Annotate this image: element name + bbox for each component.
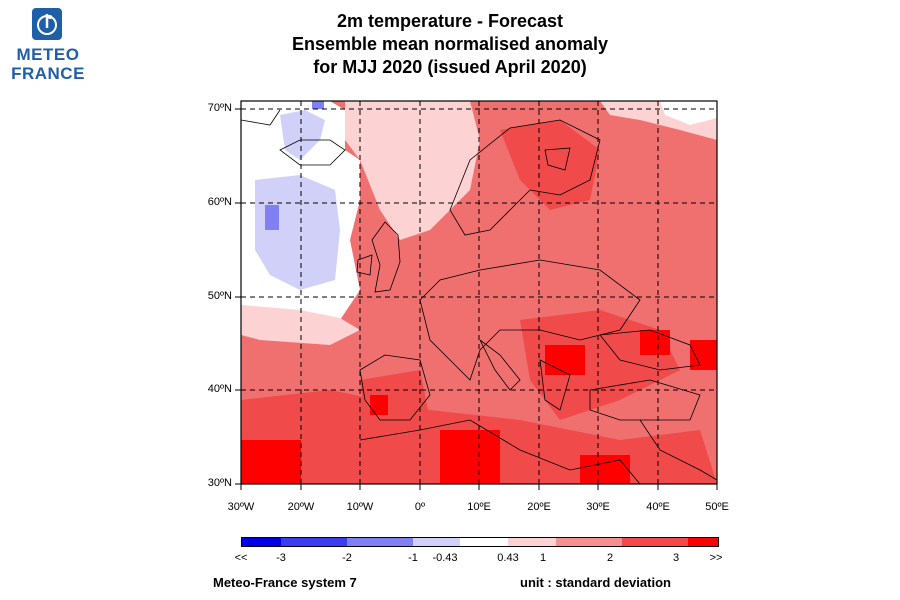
colorbar-label-2: -2 <box>342 552 352 564</box>
title-line-2: Ensemble mean normalised anomaly <box>291 34 609 54</box>
lon-label-40e: 40ºE <box>646 501 670 513</box>
logo-word-france: FRANCE <box>11 64 85 83</box>
colorbar-segment-2 <box>347 537 413 547</box>
axis-ticks <box>235 108 718 490</box>
anomaly-strong-cell-6 <box>370 395 388 415</box>
lon-label-50e: 50ºE <box>705 501 729 513</box>
lat-label-30: 30ºN <box>207 477 232 489</box>
anomaly-strong-cell-5 <box>580 455 630 484</box>
colorbar-label-7: 2 <box>606 552 614 564</box>
anomaly-map <box>235 100 718 490</box>
anomaly-strong-cell-7 <box>690 340 717 370</box>
lon-label-10e: 10ºE <box>467 501 491 513</box>
colorbar-segment-5 <box>508 537 556 547</box>
anomaly-blue-cell-2 <box>312 101 324 109</box>
title-line-3: for MJJ 2020 (issued April 2020) <box>313 57 587 77</box>
lon-label-30e: 30ºE <box>586 501 610 513</box>
anomaly-strong-cell-3 <box>241 440 301 484</box>
colorbar-label-1: -3 <box>276 552 286 564</box>
title-line-1: 2m temperature - Forecast <box>336 11 564 31</box>
anomaly-pale-blue-atlantic <box>255 175 340 290</box>
colorbar-segment-3 <box>413 537 460 547</box>
colorbar-segment-6 <box>556 537 622 547</box>
meteo-france-logo: METEO FRANCE <box>8 8 88 90</box>
anomaly-pale-pink-north <box>345 101 480 240</box>
anomaly-strong-cell-4 <box>440 430 500 484</box>
anomaly-pale-blue-north <box>280 110 325 160</box>
colorbar-segment-4 <box>460 537 508 547</box>
lat-label-40: 40ºN <box>207 383 232 395</box>
lat-lon-grid <box>241 101 717 484</box>
colorbar-label-5: 0.43 <box>497 552 519 564</box>
lon-label-0: 0º <box>414 501 426 513</box>
colorbar-segment-0 <box>241 537 281 547</box>
anomaly-white-east <box>660 101 717 125</box>
colorbar-segment-1 <box>281 537 347 547</box>
colorbar-label-0: << <box>234 552 248 564</box>
colorbar-label-8: 3 <box>672 552 680 564</box>
colorbar-segment-7 <box>622 537 688 547</box>
unit-label: unit : standard deviation <box>520 575 671 590</box>
colorbar <box>241 537 719 547</box>
colorbar-label-4: -0.43 <box>432 552 458 564</box>
lon-label-20e: 20ºE <box>527 501 551 513</box>
anomaly-pale-pink-west <box>241 305 360 345</box>
colorbar-label-9: >> <box>709 552 723 564</box>
colorbar-label-6: 1 <box>539 552 547 564</box>
lon-label-30w: 30ºW <box>227 501 255 513</box>
anomaly-strong-cell-1 <box>545 345 585 375</box>
anomaly-blue-cell-1 <box>265 205 279 230</box>
colorbar-frame <box>241 537 719 547</box>
model-system-label: Meteo-France system 7 <box>213 575 357 590</box>
colorbar-segment-8 <box>688 537 719 547</box>
logo-word-meteo: METEO <box>16 45 80 64</box>
meteo-france-logo-icon <box>32 8 62 40</box>
lat-label-50: 50ºN <box>207 290 232 302</box>
lat-label-70: 70ºN <box>207 102 232 114</box>
lon-label-20w: 20ºW <box>287 501 315 513</box>
anomaly-strong-cell-2 <box>640 330 670 355</box>
lat-label-60: 60ºN <box>207 196 232 208</box>
colorbar-label-3: -1 <box>408 552 418 564</box>
lon-label-10w: 10ºW <box>346 501 374 513</box>
